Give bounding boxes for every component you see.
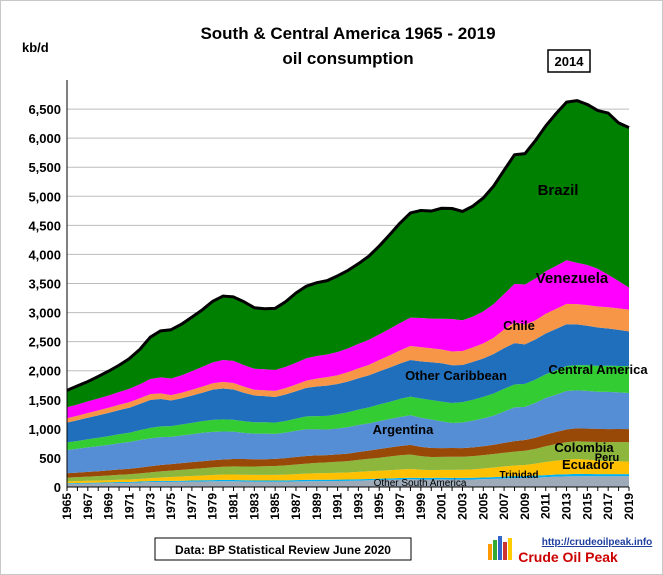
x-tick-label: 2019 [622,493,636,520]
y-tick-label: 5,000 [28,189,61,204]
x-tick-label: 1981 [227,493,241,520]
y-tick-label: 1,000 [28,422,61,437]
y-tick-label: 4,500 [28,218,61,233]
chart-title: South & Central America 1965 - 2019 [200,24,495,43]
x-tick-label: 2011 [539,493,553,519]
series-label-trinidad: Trinidad [500,470,539,481]
area-central-america [67,365,629,450]
area-argentina [67,390,629,474]
y-tick-label: 3,000 [28,306,61,321]
y-tick-label: 0 [54,480,61,495]
series-label-central-america: Central America [548,362,648,377]
series-label-argentina: Argentina [373,422,434,437]
x-tick-label: 1993 [351,493,365,520]
area-layer [66,99,630,487]
x-tick-label: 1997 [393,493,407,520]
y-tick-label: 2,500 [28,335,61,350]
peak-year-label: 2014 [555,54,585,69]
area-other-south-america [67,476,629,487]
area-brazil [67,100,629,408]
x-tick-label: 2017 [601,493,615,520]
crude-oil-peak-logo: http://crudeoilpeak.info Crude Oil Peak [488,536,652,565]
x-tick-label: 2009 [518,493,532,520]
area-venezuela [67,260,629,419]
y-tick-label: 500 [39,451,61,466]
x-tick-label: 1989 [310,493,324,520]
x-tick-label: 1983 [247,493,261,520]
y-tick-label: 5,500 [28,160,61,175]
area-other-caribbean [67,324,629,443]
x-tick-label: 2007 [497,493,511,520]
x-tick-label: 1987 [289,493,303,520]
area-chile [67,303,629,423]
x-tick-label: 2001 [435,493,449,520]
source-note-box [154,537,412,561]
x-tick-label: 1967 [81,493,95,520]
watermark-url: http://crudeoilpeak.info [542,537,653,548]
x-tick-label: 1965 [60,493,74,520]
x-tick-label: 1991 [331,493,345,520]
x-tick-label: 1995 [372,493,386,520]
area-peru [67,428,629,478]
series-label-venezuela: Venezuela [536,270,609,287]
y-tick-label: 1,500 [28,393,61,408]
area-colombia [67,441,629,482]
area-ecuador [67,459,629,484]
source-note: Data: BP Statistical Review June 2020 [175,543,391,557]
series-label-brazil: Brazil [538,182,579,199]
total-line [66,99,630,392]
y-axis-label: kb/d [22,40,49,55]
series-label-ecuador: Ecuador [562,457,614,472]
x-tick-label: 1985 [268,493,282,520]
x-tick-label: 1979 [206,493,220,520]
watermark-name: Crude Oil Peak [518,549,618,565]
series-label-chile: Chile [503,318,535,333]
x-tick-label: 2015 [580,493,594,520]
series-label-colombia: Colombia [554,440,614,455]
x-tick-label: 2003 [456,493,470,520]
x-tick-label: 1975 [164,493,178,520]
y-tick-label: 4,000 [28,247,61,262]
y-tick-label: 2,000 [28,364,61,379]
x-tick-label: 1969 [102,493,116,520]
x-tick-label: 2005 [476,493,490,520]
axis-layer: 0 500 1,000 1,500 2,000 2,500 3,000 3,500 4,000 4… [28,80,636,520]
x-tick-label: 1999 [414,493,428,520]
series-label-peru: Peru [595,452,619,464]
series-label-other-south-america: Other South America [374,478,467,489]
chart-subtitle: oil consumption [282,49,413,68]
y-tick-label: 6,500 [28,102,61,117]
y-tick-label: 3,500 [28,277,61,292]
x-tick-label: 1971 [122,493,136,520]
area-trinidad [67,473,629,484]
x-tick-label: 2013 [560,493,574,520]
x-tick-label: 1977 [185,493,199,520]
series-label-other-caribbean: Other Caribbean [405,368,507,383]
x-tick-label: 1973 [143,493,157,520]
y-tick-label: 6,000 [28,131,61,146]
peak-year-box [547,49,591,73]
